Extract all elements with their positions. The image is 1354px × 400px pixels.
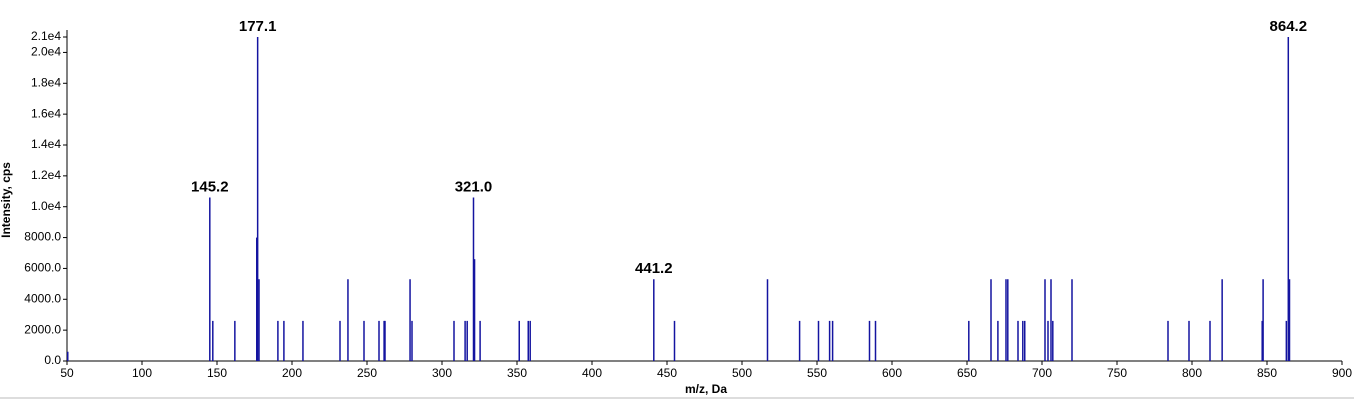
peak-label: 321.0 — [455, 178, 493, 195]
x-tick-label: 400 — [582, 366, 602, 380]
x-tick-label: 800 — [1182, 366, 1202, 380]
y-tick-label: 4000.0 — [24, 291, 61, 305]
x-tick-label: 650 — [957, 366, 977, 380]
x-tick-label: 450 — [657, 366, 677, 380]
y-tick-label: 2000.0 — [24, 322, 61, 336]
x-tick-label: 550 — [807, 366, 827, 380]
y-tick-label: 6000.0 — [24, 261, 61, 275]
y-tick-label: 1.6e4 — [31, 106, 61, 120]
x-axis-title: m/z, Da — [685, 382, 727, 396]
y-tick-label: 1.2e4 — [31, 168, 61, 182]
peak-label: 441.2 — [635, 260, 673, 277]
y-axis-title: Intensity, cps — [0, 162, 13, 238]
x-tick-label: 50 — [60, 366, 74, 380]
x-tick-label: 500 — [732, 366, 752, 380]
y-tick-label: 1.8e4 — [31, 75, 61, 89]
peak-label: 864.2 — [1270, 18, 1308, 35]
x-tick-label: 600 — [882, 366, 902, 380]
x-tick-label: 750 — [1107, 366, 1127, 380]
y-tick-label: 1.4e4 — [31, 137, 61, 151]
y-tick-label: 1.0e4 — [31, 199, 61, 213]
x-tick-label: 200 — [282, 366, 302, 380]
x-tick-label: 300 — [432, 366, 452, 380]
x-tick-label: 100 — [132, 366, 152, 380]
peak-label: 145.2 — [191, 178, 229, 195]
y-tick-label: 0.0 — [44, 353, 61, 367]
y-tick-label: 8000.0 — [24, 230, 61, 244]
x-tick-label: 900 — [1332, 366, 1352, 380]
x-tick-label: 350 — [507, 366, 527, 380]
x-tick-label: 150 — [207, 366, 227, 380]
y-tick-label: 2.1e4 — [31, 29, 61, 43]
y-tick-label: 2.0e4 — [31, 45, 61, 59]
x-tick-label: 850 — [1257, 366, 1277, 380]
x-tick-label: 250 — [357, 366, 377, 380]
peak-label: 177.1 — [239, 18, 277, 35]
x-tick-label: 700 — [1032, 366, 1052, 380]
